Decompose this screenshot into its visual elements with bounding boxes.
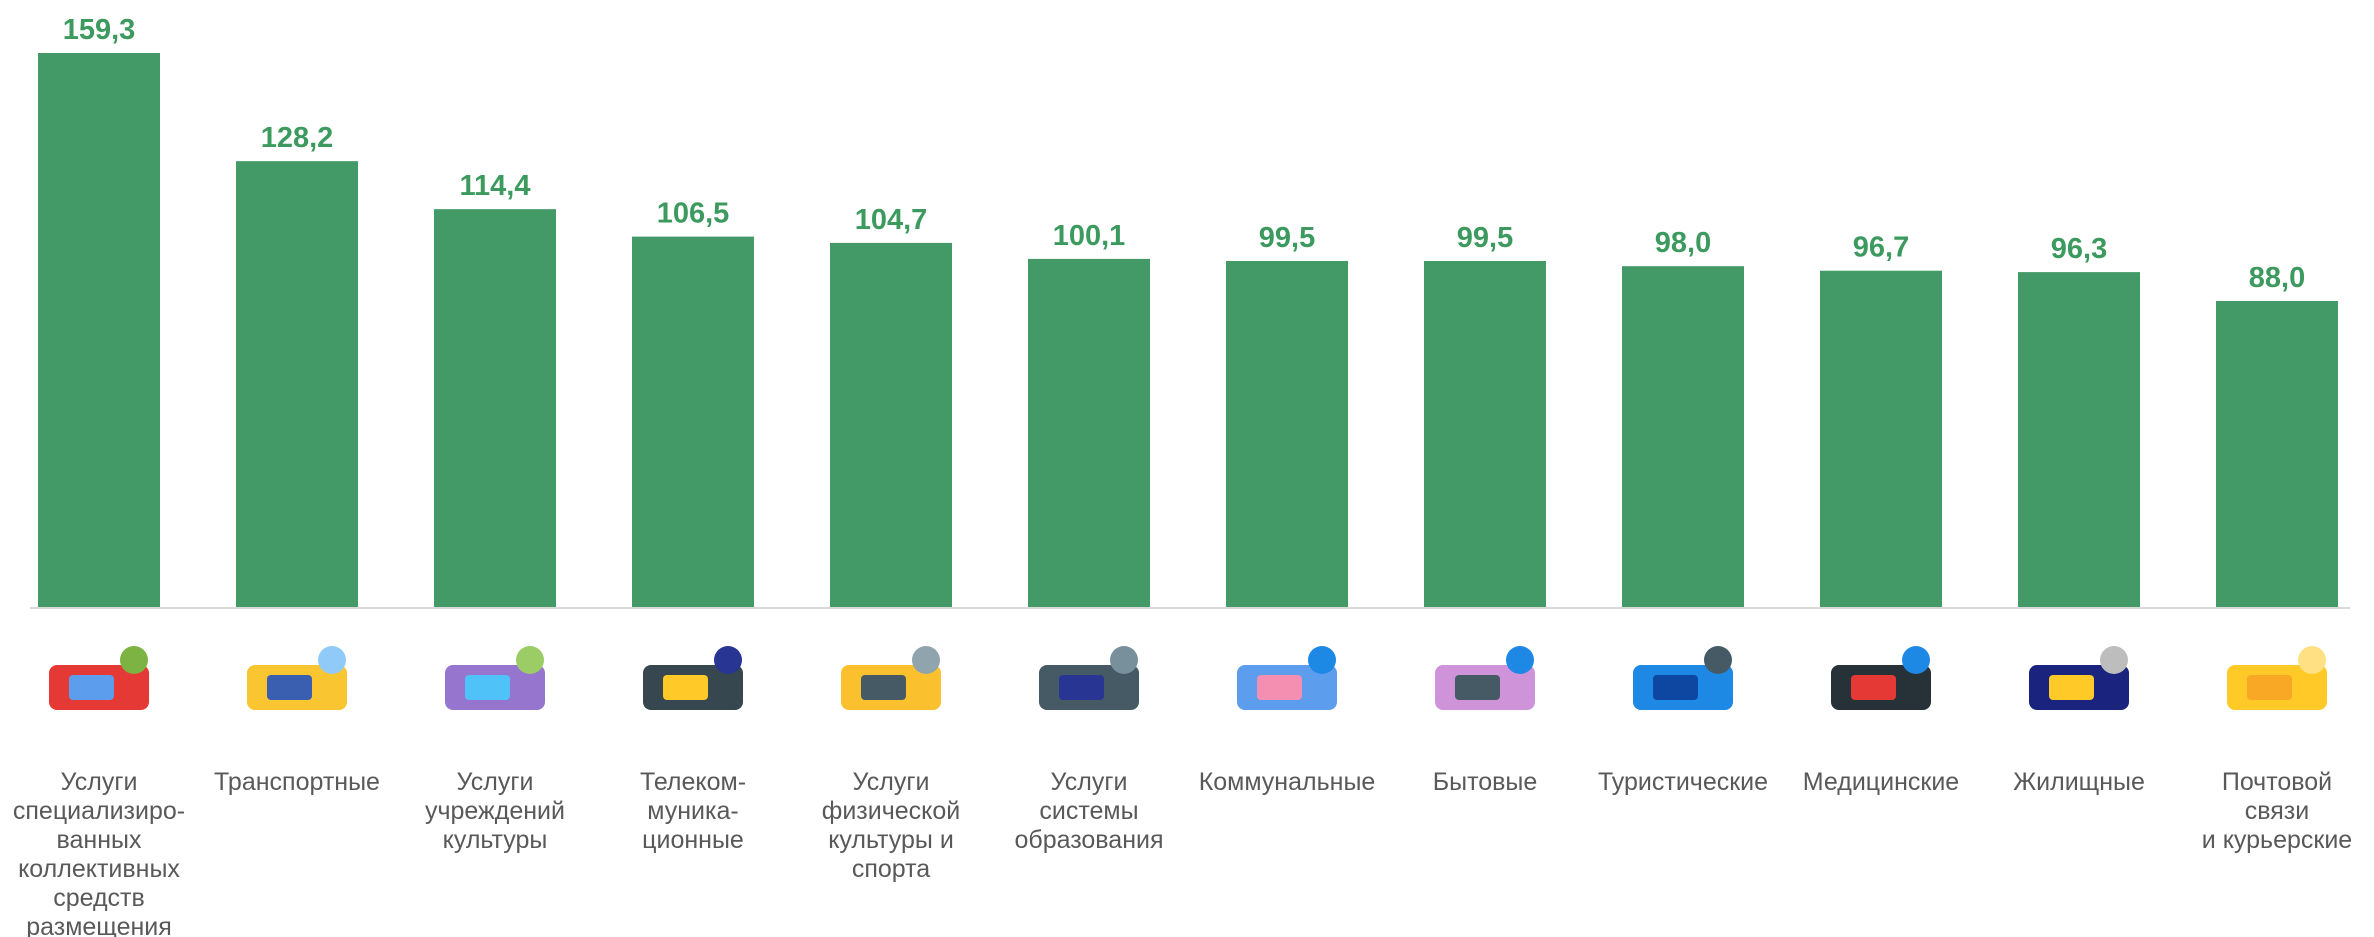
icon-shape xyxy=(1110,646,1138,674)
category-label: Транспортные xyxy=(214,768,380,796)
icon xyxy=(445,646,545,710)
icon-shape xyxy=(1455,675,1500,700)
icon-shape xyxy=(2298,646,2326,674)
icon-shape xyxy=(267,675,312,700)
icon-shape xyxy=(2049,675,2094,700)
icon-shape xyxy=(1653,675,1698,700)
bar xyxy=(2216,300,2338,607)
bar xyxy=(1226,260,1348,607)
icon-shape xyxy=(69,675,114,700)
value-label: 106,5 xyxy=(657,198,730,230)
category-label: Услуги системы образования xyxy=(1014,768,1164,854)
value-label: 100,1 xyxy=(1053,220,1126,252)
category-label: Туристические xyxy=(1597,768,1769,796)
icon xyxy=(1831,646,1931,710)
icon-shape xyxy=(1308,646,1336,674)
value-label: 114,4 xyxy=(460,170,531,202)
bar xyxy=(38,53,160,607)
bar xyxy=(1622,266,1744,607)
bar xyxy=(2018,272,2140,607)
category-label: Услуги специализиро- ванных коллективных… xyxy=(12,768,186,937)
icon xyxy=(841,646,941,710)
bar xyxy=(830,242,952,607)
icon-shape xyxy=(120,646,148,674)
bar xyxy=(1028,258,1150,607)
category-label: Услуги учреждений культуры xyxy=(424,768,565,854)
category-label: Телеком- муника- ционные xyxy=(639,768,747,854)
value-label: 104,7 xyxy=(855,204,928,236)
icon-shape xyxy=(1059,675,1104,700)
icon-shape xyxy=(465,675,510,700)
icon-shape xyxy=(1257,675,1302,700)
icon-shape xyxy=(318,646,346,674)
icon-shape xyxy=(2100,646,2128,674)
value-label: 96,3 xyxy=(2051,233,2107,265)
category-label: Жилищные xyxy=(2013,768,2145,796)
category-label: Почтовой связи и курьерские xyxy=(2201,768,2353,854)
icon xyxy=(2227,646,2327,710)
icon xyxy=(643,646,743,710)
bar xyxy=(434,209,556,607)
icon xyxy=(1633,646,1733,710)
icon-shape xyxy=(516,646,544,674)
icon xyxy=(247,646,347,710)
icon-shape xyxy=(714,646,742,674)
icon xyxy=(1435,646,1535,710)
bar xyxy=(632,236,754,607)
icon xyxy=(1237,646,1337,710)
icon xyxy=(49,646,149,710)
icon-shape xyxy=(2247,675,2292,700)
icon xyxy=(2029,646,2129,710)
value-label: 96,7 xyxy=(1853,232,1909,264)
icon-shape xyxy=(861,675,906,700)
bar xyxy=(236,161,358,608)
value-label: 159,3 xyxy=(63,14,136,46)
bar xyxy=(1424,260,1546,607)
value-label: 128,2 xyxy=(261,122,334,154)
category-label: Медицинские xyxy=(1802,768,1960,796)
value-label: 99,5 xyxy=(1457,222,1513,254)
icon-shape xyxy=(1506,646,1534,674)
category-label: Коммунальные xyxy=(1198,768,1376,796)
value-label: 99,5 xyxy=(1259,222,1315,254)
value-label: 88,0 xyxy=(2249,262,2305,294)
icon-shape xyxy=(663,675,708,700)
category-label: Бытовые xyxy=(1432,768,1538,796)
value-label: 98,0 xyxy=(1655,227,1711,259)
icon-shape xyxy=(1704,646,1732,674)
bar xyxy=(1820,270,1942,607)
icon-shape xyxy=(1902,646,1930,674)
category-label: Услуги физической культуры и спорта xyxy=(821,768,961,883)
icon-shape xyxy=(912,646,940,674)
icon-shape xyxy=(1851,675,1896,700)
icon xyxy=(1039,646,1139,710)
